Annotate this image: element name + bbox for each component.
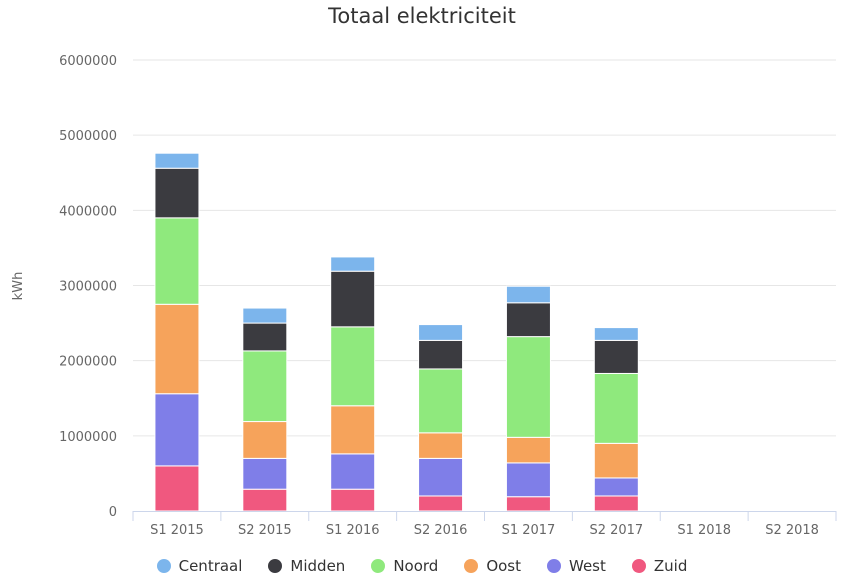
bar-segment-midden[interactable] — [330, 270, 376, 328]
chart-plot: 0 1000000 2000000 3000000 4000000 5000000 6000… — [11, 54, 837, 538]
bar-segment-zuid[interactable] — [330, 488, 376, 512]
y-tick-label: 2000000 — [59, 355, 117, 370]
y-tick-label: 5000000 — [59, 129, 117, 144]
x-tick-label: S2 2015 — [238, 523, 292, 538]
y-tick-label: 1000000 — [59, 430, 117, 445]
bar-segment-noord[interactable] — [330, 326, 376, 407]
x-tick-label: S2 2017 — [589, 523, 643, 538]
grid-lines — [133, 59, 836, 437]
bar-segment-oost[interactable] — [242, 421, 288, 459]
y-tick-label: 4000000 — [59, 204, 117, 219]
bar-segment-oost[interactable] — [505, 436, 551, 464]
bar-segment-noord[interactable] — [593, 372, 639, 444]
bar-segment-noord[interactable] — [242, 350, 288, 423]
legend-label: Noord — [393, 557, 439, 575]
x-tick-label: S1 2018 — [677, 523, 731, 538]
bar-segment-centraal[interactable] — [154, 152, 200, 169]
bar-segment-west[interactable] — [593, 477, 639, 497]
bar-segment-zuid[interactable] — [154, 465, 200, 512]
bar-segment-midden[interactable] — [418, 339, 464, 370]
legend-label: Centraal — [178, 557, 243, 575]
legend-marker — [464, 559, 479, 573]
bar-segment-noord[interactable] — [418, 368, 464, 434]
bar-segment-zuid[interactable] — [418, 495, 464, 512]
legend-item-zuid[interactable]: Zuid — [631, 557, 688, 575]
bar-segment-centraal[interactable] — [593, 327, 639, 341]
x-tick-label: S2 2018 — [765, 523, 819, 538]
legend-item-noord[interactable]: Noord — [371, 557, 438, 575]
legend-item-oost[interactable]: Oost — [464, 557, 521, 575]
y-tick-label: 0 — [109, 505, 117, 520]
legend-item-centraal[interactable]: Centraal — [156, 557, 243, 575]
legend-marker — [156, 559, 171, 573]
bar-segment-west[interactable] — [505, 462, 551, 498]
bar-segment-zuid[interactable] — [242, 488, 288, 512]
y-tick-label: 6000000 — [59, 54, 117, 69]
bar-segment-zuid[interactable] — [505, 496, 551, 512]
bar-segment-west[interactable] — [418, 457, 464, 497]
bar-segment-oost[interactable] — [418, 432, 464, 459]
legend-label: Oost — [486, 557, 521, 575]
bar-segment-noord[interactable] — [154, 217, 200, 305]
legend-marker — [268, 559, 283, 573]
legend-item-west[interactable]: West — [547, 557, 606, 575]
legend-label: Zuid — [653, 557, 688, 575]
x-tick-label: S1 2016 — [326, 523, 380, 538]
bar-segment-midden[interactable] — [593, 339, 639, 374]
legend-marker — [371, 559, 386, 573]
bar-segment-west[interactable] — [154, 393, 200, 467]
bar-segment-centraal[interactable] — [418, 324, 464, 341]
legend-label: Midden — [290, 557, 346, 575]
x-tick-label: S2 2016 — [414, 523, 468, 538]
bar-segment-noord[interactable] — [505, 336, 551, 438]
bar-segment-midden[interactable] — [242, 322, 288, 352]
x-tick-label: S1 2015 — [150, 523, 204, 538]
y-tick-label: 3000000 — [59, 280, 117, 295]
bar-segment-zuid[interactable] — [593, 495, 639, 512]
x-tick-label: S1 2017 — [502, 523, 556, 538]
legend-marker — [631, 559, 646, 573]
chart-title: Totaal elektriciteit — [328, 4, 516, 28]
x-axis: S1 2015 S2 2015 S1 2016 S2 2016 S1 2017 S2 20… — [132, 511, 837, 538]
bar-segment-west[interactable] — [242, 457, 288, 490]
bar-segment-midden[interactable] — [154, 167, 200, 219]
legend-label: West — [569, 557, 606, 575]
bar-segment-centraal[interactable] — [330, 256, 376, 272]
bar-segment-oost[interactable] — [330, 405, 376, 455]
y-axis: 0 1000000 2000000 3000000 4000000 5000000 6000… — [59, 54, 117, 520]
legend-marker — [547, 559, 561, 573]
bar-segment-midden[interactable] — [505, 302, 551, 338]
bar-segment-oost[interactable] — [593, 442, 639, 479]
bar-stacks — [154, 152, 639, 512]
legend: Centraal Midden Noord Oost West Zuid — [0, 557, 844, 575]
legend-item-midden[interactable]: Midden — [268, 557, 345, 575]
y-axis-title: kWh — [11, 272, 26, 301]
bar-segment-west[interactable] — [330, 453, 376, 490]
bar-segment-oost[interactable] — [154, 303, 200, 395]
bar-segment-centraal[interactable] — [242, 307, 288, 324]
bar-segment-centraal[interactable] — [505, 285, 551, 304]
